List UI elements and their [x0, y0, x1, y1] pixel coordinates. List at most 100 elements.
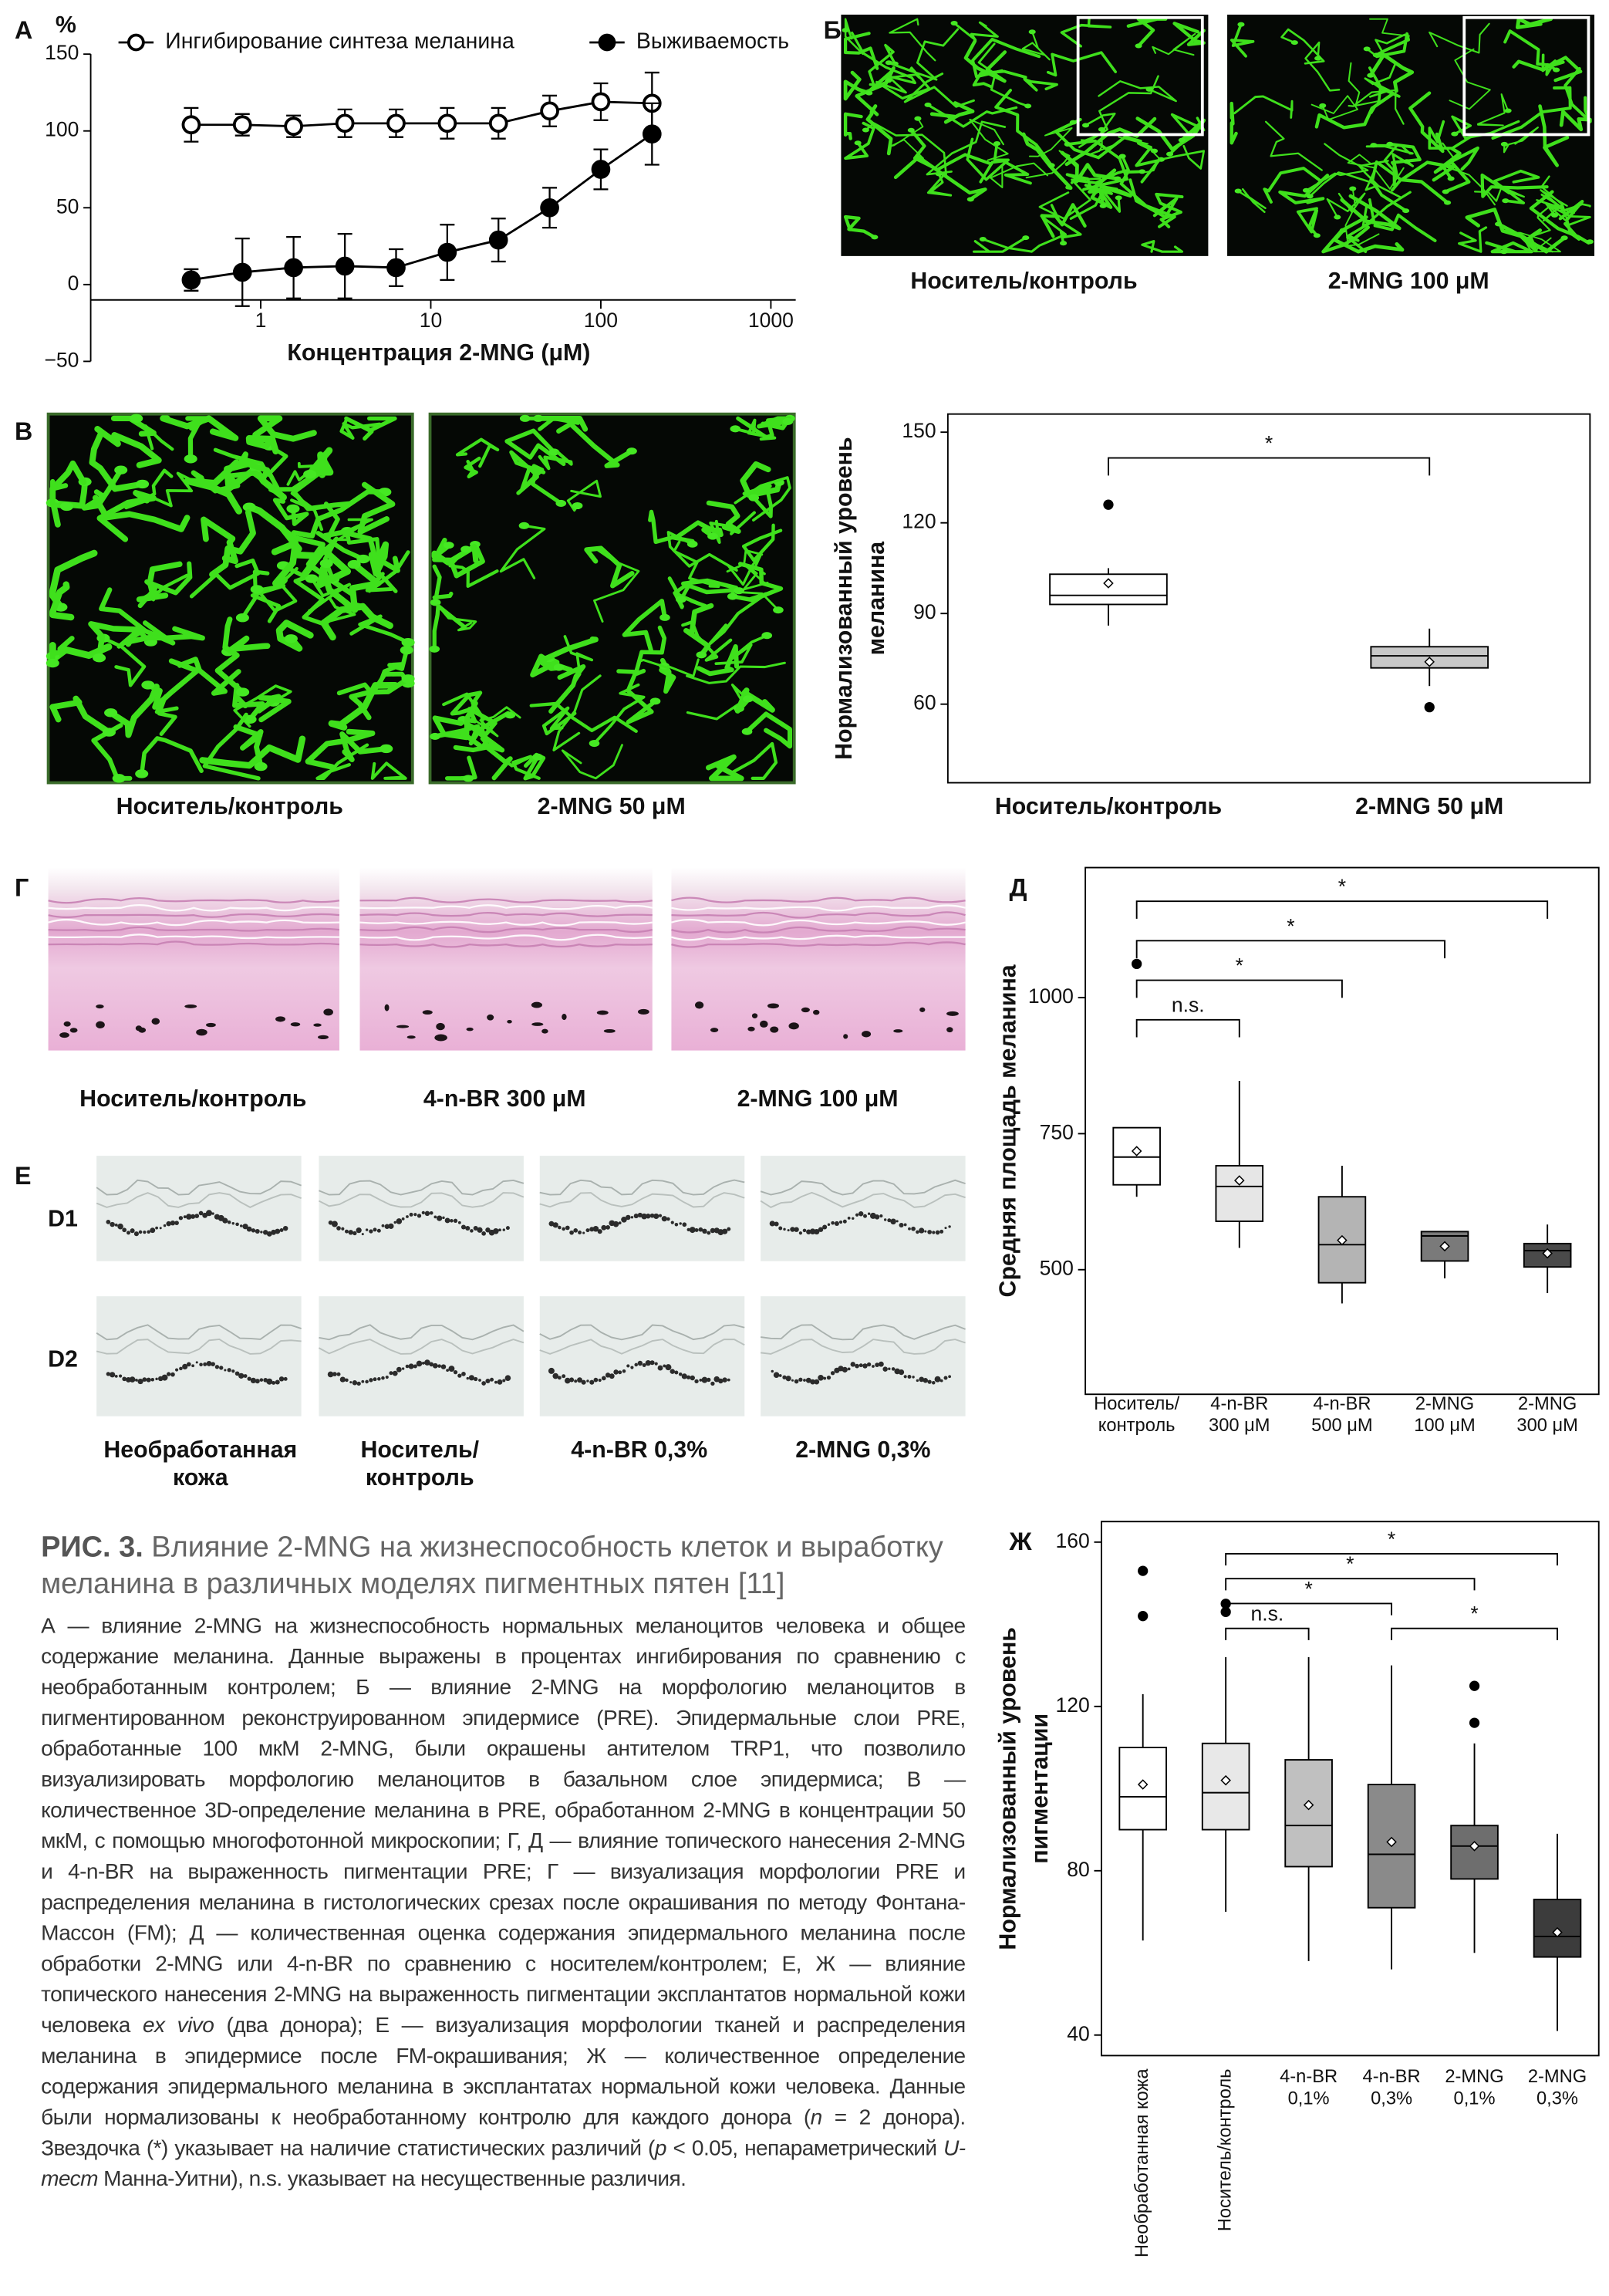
melanin-grain: [356, 1227, 362, 1234]
melanin-deposit: [184, 1004, 197, 1008]
melanin-grain: [282, 1225, 288, 1231]
melanin-grain: [222, 1217, 228, 1224]
cell-process: [994, 89, 1054, 167]
melanin-grain: [931, 1380, 936, 1385]
melanin-deposit: [531, 1022, 544, 1026]
melanin-grain: [493, 1227, 499, 1234]
outlier: [1138, 1565, 1149, 1576]
image-label: Носитель/контроль: [79, 1086, 306, 1112]
caption-text: ex vivo: [143, 2014, 214, 2038]
melanin-grain: [663, 1364, 666, 1368]
melanin-grain: [939, 1379, 943, 1383]
stratum-line: [359, 912, 653, 917]
x-tick-label: Носитель/контроль: [995, 794, 1222, 819]
cell-process: [315, 501, 366, 562]
cell-body: [1118, 154, 1126, 159]
cell-process: [432, 564, 454, 600]
melanin-grain: [887, 1218, 892, 1223]
melanin-grain: [384, 1224, 390, 1229]
melanin-grain: [842, 1366, 848, 1373]
cell-body: [659, 613, 670, 621]
cell-process: [1503, 127, 1539, 154]
cell-process: [1278, 174, 1330, 204]
cell-body: [1586, 239, 1594, 245]
cell-process: [1128, 178, 1179, 219]
melanin-grain: [814, 1228, 820, 1235]
melanin-grain: [661, 1216, 667, 1222]
melanin-grain: [260, 1231, 263, 1234]
cell-body: [914, 116, 922, 121]
image-label: Носитель/: [360, 1437, 479, 1463]
cell-body: [924, 102, 932, 107]
cell-body: [730, 425, 741, 433]
cell-process: [1480, 173, 1549, 198]
melanin-grain: [214, 1365, 220, 1369]
melanin-deposit: [751, 1013, 758, 1018]
melanin-grain: [927, 1230, 932, 1234]
melanin-grain: [847, 1217, 851, 1220]
melanin-deposit: [531, 1001, 543, 1008]
cell-process: [673, 540, 720, 588]
melanin-grain: [694, 1227, 699, 1232]
melanin-grain: [565, 1225, 570, 1231]
mean-marker: [1469, 1841, 1480, 1852]
cell-process: [728, 741, 778, 780]
cell-process: [91, 723, 133, 781]
melanin-grain: [878, 1361, 884, 1367]
melanin-grain: [159, 1227, 162, 1230]
melanin-grain: [927, 1379, 932, 1384]
cell-process: [145, 658, 200, 710]
stratum-line: [671, 918, 966, 927]
stratum-line: [48, 918, 339, 927]
outlier: [1469, 1680, 1480, 1691]
fm-section: [539, 1296, 745, 1416]
stratum-line: [671, 911, 966, 919]
tissue-outline: [760, 1179, 966, 1196]
melanin-grain: [369, 1378, 373, 1383]
melanin-grain: [621, 1217, 627, 1223]
significance-label: n.s.: [1251, 1602, 1284, 1626]
melanin-grain: [908, 1227, 911, 1231]
melanin-grain: [191, 1214, 196, 1219]
significance-bracket: [1391, 1627, 1558, 1640]
cell-process: [201, 516, 239, 565]
cell-process: [529, 701, 638, 733]
melanin-grain: [433, 1215, 437, 1219]
cell-process: [1368, 66, 1401, 105]
melanin-grain: [166, 1221, 171, 1227]
cell-process: [464, 456, 481, 479]
melanin-grain: [178, 1216, 184, 1221]
caption-text: n: [810, 2106, 823, 2131]
cell-body: [250, 585, 264, 594]
cell-process: [844, 121, 875, 160]
cell-body: [136, 479, 150, 489]
melanin-grain: [424, 1210, 430, 1217]
cell-process: [50, 478, 69, 509]
stratum-line: [48, 934, 339, 940]
melanin-grain: [182, 1363, 188, 1369]
cell-process: [686, 661, 786, 684]
cell-body: [907, 127, 915, 133]
melanin-grain: [446, 1369, 449, 1373]
melanin-grain: [457, 1373, 462, 1378]
cell-body: [114, 465, 128, 474]
data-point: [284, 116, 303, 137]
melanin-deposit: [96, 1021, 105, 1028]
melanin-grain: [385, 1375, 389, 1379]
cell-process: [1237, 187, 1267, 214]
melanin-grain: [413, 1364, 417, 1369]
data-point: [386, 113, 406, 133]
melanin-grain: [810, 1379, 816, 1385]
cell-body: [400, 645, 413, 655]
melanin-grain: [110, 1372, 116, 1378]
cell-process: [875, 61, 931, 100]
melanin-grain: [234, 1371, 240, 1376]
melanin-grain: [262, 1230, 268, 1235]
melanin-grain: [118, 1374, 123, 1378]
cell-body: [1135, 43, 1142, 49]
tissue-outline: [539, 1339, 745, 1355]
y-tick-label: 150: [45, 41, 79, 64]
y-tick-label: 50: [56, 194, 79, 218]
melanin-grain: [206, 1210, 212, 1217]
melanin-grain: [852, 1217, 855, 1220]
